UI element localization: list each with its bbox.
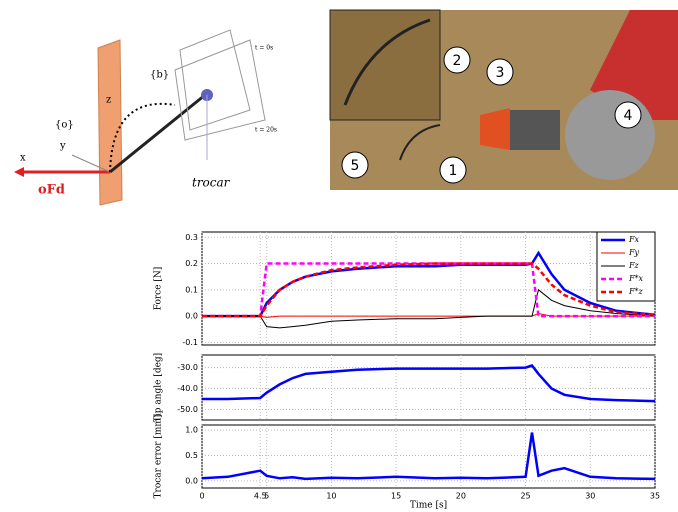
y-tick-label: -40.0 <box>177 384 198 393</box>
plot-area <box>202 355 655 420</box>
photo <box>330 10 678 190</box>
label-z: z <box>106 95 111 106</box>
x-axis-label: Time [s] <box>410 501 447 511</box>
figure: x y {o} {b} z trocar oFd t = 0s t = 20s … <box>0 0 678 512</box>
y-axis-label: Force [N] <box>154 267 164 311</box>
label-t20: t = 20s <box>255 127 277 134</box>
plot-area <box>202 232 655 345</box>
y-tick-label: 0.0 <box>185 312 198 321</box>
x-tick-label: 0 <box>199 492 204 501</box>
label-t0: t = 0s <box>255 45 273 52</box>
charts: 0.3 0.2 0.1 0.0 -0.1 Force [N] Fx Fy Fz F*x F*z -30… <box>154 232 661 511</box>
y-tick-label: 0.2 <box>185 259 198 268</box>
label-y: y <box>59 141 66 152</box>
label-trocar: trocar <box>192 176 231 190</box>
y-tick-label: -30.0 <box>177 363 198 372</box>
x-tick-label: 5 <box>264 492 269 501</box>
y-tick-label: -0.1 <box>182 338 198 347</box>
y-tick-label: 0.5 <box>185 451 198 460</box>
x-tick-label: 20 <box>456 492 466 501</box>
instrument <box>110 95 205 172</box>
legend-label: F*z <box>628 287 644 296</box>
x-tick-label: 10 <box>326 492 336 501</box>
label-force: oFd <box>38 183 65 198</box>
gripper <box>480 108 510 150</box>
x-tick-label: 30 <box>585 492 595 501</box>
y-tick-label: 0.3 <box>185 233 198 242</box>
callout-label: 5 <box>351 158 360 174</box>
label-x: x <box>20 153 26 164</box>
y-tick-label: 0.0 <box>185 476 198 485</box>
y-axis-label: Trocar error [mm] <box>154 415 164 499</box>
x-tick-label: 35 <box>650 492 660 501</box>
legend-label: Fy <box>628 248 640 257</box>
legend-label: F*x <box>628 274 644 283</box>
callout-label: 2 <box>453 53 462 69</box>
frame-0 <box>180 30 250 130</box>
x-tick-label: 15 <box>391 492 401 501</box>
y-tick-label: 1.0 <box>185 426 198 435</box>
legend-label: Fx <box>628 235 640 244</box>
label-b: {b} <box>150 70 169 81</box>
y-tick-label: -50.0 <box>177 405 198 414</box>
frame-20 <box>175 40 265 140</box>
adapter <box>510 110 560 150</box>
label-o: {o} <box>55 120 74 131</box>
plane <box>98 40 122 205</box>
x-tick-label: 25 <box>520 492 530 501</box>
y-tick-label: 0.1 <box>185 285 198 294</box>
y-axis-label: Tip angle [deg] <box>154 353 164 422</box>
arrow-head <box>14 167 24 177</box>
callout-label: 1 <box>449 163 458 179</box>
callout-label: 3 <box>496 65 505 81</box>
sphere <box>565 90 655 180</box>
diagram: x y {o} {b} z trocar oFd t = 0s t = 20s <box>14 30 277 205</box>
callout-label: 4 <box>624 108 633 124</box>
legend-label: Fz <box>628 261 640 270</box>
